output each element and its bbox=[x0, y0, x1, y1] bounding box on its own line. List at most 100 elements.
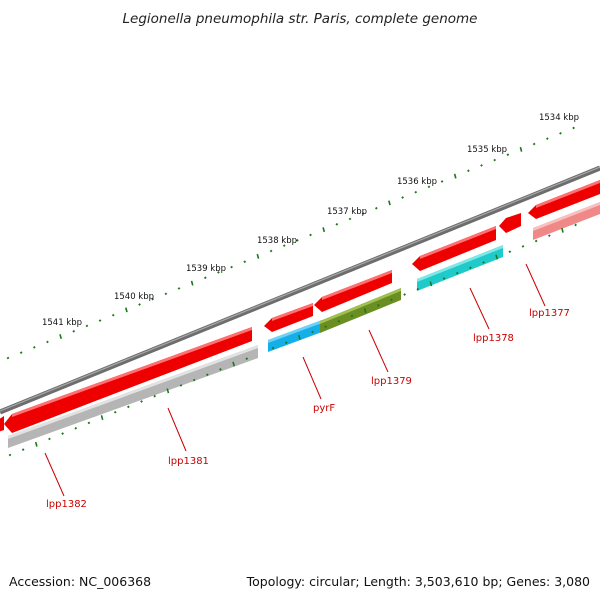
major-tick bbox=[100, 415, 104, 421]
minor-tick bbox=[179, 384, 183, 387]
minor-tick bbox=[403, 293, 406, 296]
minor-tick bbox=[138, 303, 141, 306]
minor-tick bbox=[219, 368, 222, 371]
gene-features bbox=[0, 180, 600, 433]
minor-tick bbox=[311, 330, 314, 334]
major-tick bbox=[190, 280, 194, 286]
major-tick bbox=[363, 308, 367, 314]
major-tick bbox=[125, 307, 128, 313]
outer-scale-dots bbox=[6, 126, 575, 360]
minor-tick bbox=[87, 421, 91, 425]
inner-scale-dots bbox=[8, 223, 577, 457]
minor-tick bbox=[547, 234, 551, 238]
minor-tick bbox=[493, 158, 497, 162]
minor-tick bbox=[111, 313, 115, 317]
minor-tick bbox=[350, 314, 354, 318]
minor-tick bbox=[442, 277, 446, 280]
minor-tick bbox=[85, 324, 89, 328]
minor-tick bbox=[427, 185, 431, 189]
gene-arrow[interactable] bbox=[499, 213, 521, 233]
minor-tick bbox=[532, 142, 536, 146]
minor-tick bbox=[572, 126, 575, 130]
kbp-label: 1540 kbp bbox=[114, 292, 154, 302]
minor-tick bbox=[271, 346, 275, 350]
map-title: Legionella pneumophila str. Paris, compl… bbox=[123, 11, 478, 27]
minor-tick bbox=[309, 233, 312, 237]
minor-tick bbox=[6, 356, 10, 360]
minor-tick bbox=[335, 222, 339, 226]
minor-tick bbox=[192, 378, 196, 382]
minor-tick bbox=[361, 212, 365, 215]
kbp-label: 1535 kbp bbox=[467, 145, 507, 155]
accession-text: Accession: NC_006368 bbox=[9, 574, 151, 589]
minor-tick bbox=[8, 453, 12, 457]
gene-label-lpp1381[interactable]: lpp1381 bbox=[168, 456, 209, 467]
minor-tick bbox=[574, 223, 577, 227]
minor-tick bbox=[203, 276, 207, 280]
major-tick bbox=[322, 227, 326, 233]
minor-tick bbox=[455, 271, 459, 275]
minor-tick bbox=[140, 400, 143, 403]
kbp-label: 1541 kbp bbox=[42, 318, 82, 328]
minor-tick bbox=[414, 190, 418, 194]
minor-tick bbox=[337, 319, 341, 323]
minor-tick bbox=[284, 341, 288, 345]
gene-label-lpp1382[interactable]: lpp1382 bbox=[46, 499, 87, 510]
minor-tick bbox=[61, 432, 64, 435]
gene-label-lpp1377[interactable]: lpp1377 bbox=[529, 308, 570, 319]
major-tick bbox=[166, 388, 170, 394]
minor-tick bbox=[296, 238, 299, 242]
genome-backbone bbox=[0, 165, 600, 415]
minor-tick bbox=[243, 260, 247, 264]
minor-tick bbox=[534, 239, 538, 243]
minor-tick bbox=[164, 292, 168, 296]
gene-arrow[interactable] bbox=[0, 416, 4, 432]
major-tick bbox=[561, 227, 564, 233]
gene-label-lpp1378[interactable]: lpp1378 bbox=[473, 333, 514, 344]
minor-tick bbox=[506, 153, 510, 157]
minor-tick bbox=[545, 137, 549, 141]
minor-tick bbox=[469, 266, 472, 270]
minor-tick bbox=[390, 298, 393, 302]
kbp-label: 1539 kbp bbox=[186, 264, 226, 274]
minor-tick bbox=[245, 357, 249, 361]
kbp-label: 1537 kbp bbox=[327, 207, 367, 217]
kbp-scale-labels: 1534 kbp 1535 kbp 1536 kbp 1537 kbp 1538 kbp… bbox=[42, 113, 579, 328]
minor-tick bbox=[401, 196, 404, 199]
minor-tick bbox=[324, 325, 328, 328]
minor-tick bbox=[32, 345, 36, 349]
minor-tick bbox=[19, 351, 23, 355]
minor-tick bbox=[282, 244, 286, 248]
minor-tick bbox=[480, 164, 483, 167]
minor-tick bbox=[559, 131, 562, 135]
minor-tick bbox=[74, 426, 78, 430]
minor-tick bbox=[376, 303, 380, 307]
major-tick bbox=[34, 441, 38, 447]
minor-tick bbox=[467, 169, 470, 173]
minor-tick bbox=[416, 287, 420, 291]
minor-tick bbox=[46, 340, 49, 344]
major-tick bbox=[453, 173, 457, 179]
minor-tick bbox=[127, 405, 130, 409]
gene-label-lpp1379[interactable]: lpp1379 bbox=[371, 376, 412, 387]
gene-arrow[interactable] bbox=[4, 327, 252, 433]
minor-tick bbox=[269, 249, 273, 253]
minor-tick bbox=[205, 373, 209, 377]
minor-tick bbox=[348, 217, 352, 221]
minor-tick bbox=[177, 287, 181, 290]
minor-tick bbox=[151, 297, 155, 301]
minor-tick bbox=[374, 206, 378, 210]
minor-tick bbox=[72, 329, 76, 333]
gene-label-pyrf[interactable]: pyrF bbox=[313, 403, 335, 414]
kbp-label: 1534 kbp bbox=[539, 113, 579, 123]
minor-tick bbox=[230, 265, 233, 269]
minor-tick bbox=[98, 319, 102, 322]
minor-tick bbox=[153, 394, 157, 398]
major-tick bbox=[298, 334, 301, 340]
major-tick bbox=[519, 146, 523, 152]
cog-features bbox=[8, 202, 600, 448]
kbp-label: 1538 kbp bbox=[257, 236, 297, 246]
major-tick bbox=[232, 361, 235, 367]
minor-tick bbox=[508, 250, 512, 254]
